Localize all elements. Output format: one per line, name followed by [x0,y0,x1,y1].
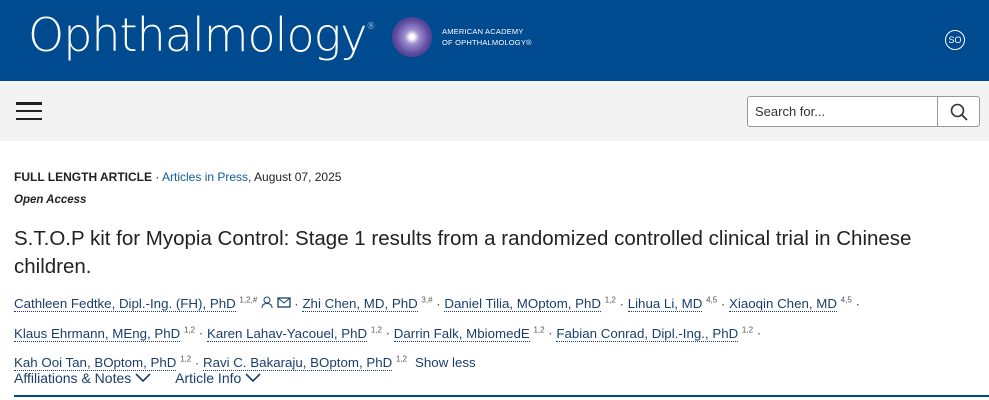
author-link[interactable]: Daniel Tilia, MOptom, PhD [444,296,602,313]
author-affiliation: 1,2 [741,325,754,335]
divider [14,395,989,397]
author-link[interactable]: Klaus Ehrmann, MEng, PhD [14,325,181,342]
starburst-icon [392,17,432,57]
author-affiliation: 1,2 [180,354,192,364]
author-affiliation: 1,2 [533,325,545,335]
article-info-label: Article Info [175,370,242,386]
user-avatar[interactable]: SO [945,30,965,50]
affiliations-label: Affiliations & Notes [14,370,132,386]
article-info-toggle[interactable]: Article Info [175,370,261,386]
search-icon [950,103,968,121]
article-tabs: Affiliations & Notes Article Info [14,370,261,386]
search-input[interactable] [748,97,937,126]
articles-in-press-link[interactable]: Articles in Press [162,170,249,184]
author-affiliation: 4,5 [706,296,718,305]
author-affiliation: 1,2,# [239,296,258,305]
registered-mark: ® [366,22,375,32]
menu-icon[interactable] [16,102,42,120]
article-title: S.T.O.P kit for Myopia Control: Stage 1 … [14,227,912,278]
chevron-down-icon [135,373,151,383]
email-icon[interactable] [276,297,291,309]
author-link[interactable]: Lihua Li, MD [627,296,703,313]
author-link[interactable]: Xiaoqin Chen, MD [729,296,837,313]
article-type: FULL LENGTH ARTICLE [14,170,152,184]
author-link[interactable]: Darrin Falk, MbiomedE [393,325,530,342]
author-affiliation: 1,2 [604,296,616,305]
article-date: , August 07, 2025 [248,170,342,184]
author-list: Cathleen Fedtke, Dipl.-Ing. (FH), PhD 1,… [14,296,860,372]
search-button[interactable] [937,97,979,126]
author-affiliation: 1,2 [395,354,408,364]
show-less-button[interactable]: Show less [415,355,476,371]
person-icon[interactable] [261,296,273,309]
aao-logo[interactable]: AMERICAN ACADEMY OF OPHTHALMOLOGY® [392,17,532,57]
search-box [747,96,980,127]
author-link[interactable]: Zhi Chen, MD, PhD [302,296,418,313]
aao-line1: AMERICAN ACADEMY [442,27,524,36]
author-link[interactable]: Ravi C. Bakaraju, BOptom, PhD [203,355,393,372]
top-banner: Ophthalmology® AMERICAN ACADEMY OF OPHTHA… [0,0,989,81]
open-access-label: Open Access [14,194,87,206]
author-affiliation: 1,2 [370,325,382,335]
affiliations-toggle[interactable]: Affiliations & Notes [14,370,151,386]
author-link[interactable]: Fabian Conrad, Dipl.-Ing., PhD [556,325,739,342]
author-affiliation: 4,5 [840,296,852,305]
author-link[interactable]: Cathleen Fedtke, Dipl.-Ing. (FH), PhD [14,296,236,313]
article-meta: FULL LENGTH ARTICLE · Articles in Press,… [14,170,342,184]
author-link[interactable]: Karen Lahav-Yacouel, PhD [206,325,368,342]
chevron-down-icon [245,373,261,383]
journal-logo[interactable]: Ophthalmology® [28,8,375,62]
author-affiliation: 3,# [421,296,433,305]
author-affiliation: 1,2 [184,325,196,335]
author-link[interactable]: Kah Ooi Tan, BOptom, PhD [14,355,177,372]
aao-line2: OF OPHTHALMOLOGY® [442,38,532,47]
logo-text: Ophthalmology [28,8,367,62]
